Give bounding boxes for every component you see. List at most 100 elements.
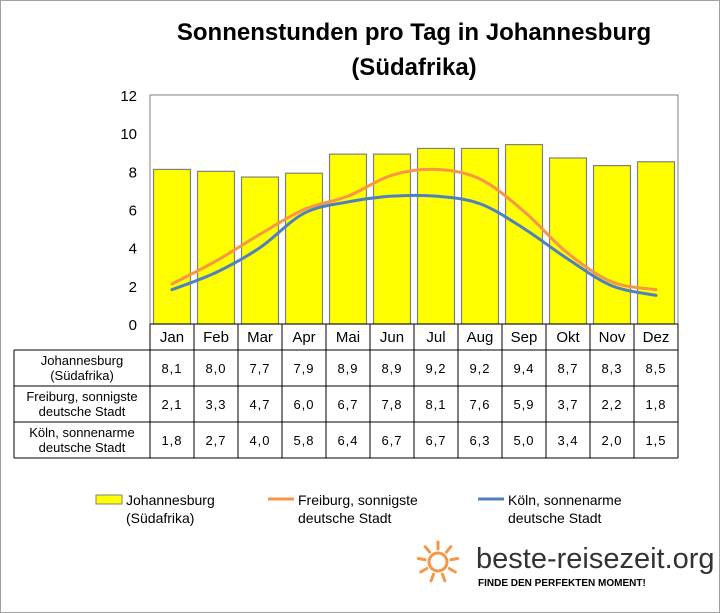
row-label: Köln, sonnenarme [29,425,135,440]
data-label: 1,5 [645,433,666,448]
data-label: 1,8 [161,433,182,448]
legend-label: deutsche Stadt [508,510,602,526]
sun-ray [440,572,447,583]
legend-label: Freiburg, sonnigste [298,492,418,508]
x-tick-label: Nov [599,329,626,346]
data-label: 7,9 [293,361,314,376]
data-label: 6,7 [381,433,402,448]
data-label: 3,3 [205,397,226,412]
data-label: 2,1 [161,397,182,412]
sun-ray [419,567,429,574]
sun-ray [444,545,453,554]
y-axis: 0 2 4 6 8 10 12 [120,88,137,334]
bar-apr [284,172,324,325]
data-label: 5,8 [293,433,314,448]
sun-ray [423,545,432,554]
data-label: 8,9 [337,361,358,376]
x-tick-label: Jan [160,329,184,346]
data-label: 6,3 [469,433,490,448]
data-label: 4,7 [249,397,270,412]
x-tick-label: Mai [336,329,360,346]
y-tick-label: 10 [120,126,137,143]
x-tick-label: Jun [380,329,404,346]
x-tick-label: Apr [292,329,315,346]
x-tick-label: Mar [247,329,273,346]
legend-label: Johannesburg [126,492,215,508]
line-series [170,167,658,297]
data-label: 8,1 [161,361,182,376]
legend-swatch-bar [95,494,123,505]
y-tick-label: 0 [129,317,137,334]
row-label: deutsche Stadt [39,404,126,419]
x-tick-label: Sep [511,329,538,346]
bar-sep [504,144,544,325]
y-tick-label: 8 [129,164,137,181]
data-label: 9,2 [469,361,490,376]
legend-label: Köln, sonnenarme [508,492,622,508]
plot-area [149,94,679,325]
row-label: Johannesburg [41,353,123,368]
data-label: 6,0 [293,397,314,412]
data-label: 2,2 [601,397,622,412]
data-label: 8,9 [381,361,402,376]
bar-jan [152,168,192,325]
data-label: 6,4 [337,433,358,448]
bar-nov [592,165,632,325]
brand-tagline: FINDE DEN PERFEKTEN MOMENT! [478,578,646,589]
bar-mai [328,153,368,325]
brand-logo: beste-reisezeit.org FINDE DEN PERFEKTEN … [416,540,715,589]
data-label: 7,6 [469,397,490,412]
sun-ray [429,572,436,583]
data-label: 2,0 [601,433,622,448]
row-label: Freiburg, sonnigste [26,389,137,404]
y-tick-label: 4 [129,241,137,258]
data-label: 8,7 [557,361,578,376]
data-label: 8,1 [425,397,446,412]
line-series-2 [170,193,658,297]
bar-jun [372,153,412,325]
data-table: Jan Feb Mar Apr Mai Jun Jul Aug Sep Okt Nov Dez Joha… [13,323,679,459]
data-label: 5,9 [513,397,534,412]
data-label: 8,0 [205,361,226,376]
legend-label: (Südafrika) [126,510,194,526]
data-label: 7,8 [381,397,402,412]
data-label: 8,3 [601,361,622,376]
x-tick-label: Jul [426,329,445,346]
sun-icon [416,540,460,583]
x-tick-label: Aug [467,329,494,346]
data-label: 7,7 [249,361,270,376]
sun-ray [447,567,457,574]
sun-ray [449,557,460,562]
sun-core [427,551,449,573]
data-label: 6,7 [337,397,358,412]
y-tick-label: 2 [129,279,137,296]
y-tick-label: 12 [120,88,137,105]
data-label: 3,4 [557,433,578,448]
x-tick-label: Dez [643,329,670,346]
data-label: 3,7 [557,397,578,412]
chart-title-line2: (Südafrika) [351,54,476,81]
data-label: 9,4 [513,361,534,376]
brand-name: beste-reisezeit.org [476,543,715,575]
data-label: 5,0 [513,433,534,448]
data-label: 8,5 [645,361,666,376]
data-label: 1,8 [645,397,666,412]
legend: Johannesburg (Südafrika) Freiburg, sonnigs… [95,492,622,526]
chart-title-line1: Sonnenstunden pro Tag in Johannesburg [177,19,651,46]
row-label: (Südafrika) [50,368,114,383]
bar-dez [636,161,676,325]
sun-ray [416,557,427,562]
data-label: 6,7 [425,433,446,448]
legend-label: deutsche Stadt [298,510,392,526]
bar-feb [196,170,236,325]
x-tick-label: Feb [203,329,229,346]
data-label: 9,2 [425,361,446,376]
row-label: deutsche Stadt [39,440,126,455]
bar-jul [416,147,456,325]
x-tick-label: Okt [556,329,580,346]
y-tick-label: 6 [129,203,137,220]
data-label: 4,0 [249,433,270,448]
data-label: 2,7 [205,433,226,448]
line-series-1 [170,167,658,292]
